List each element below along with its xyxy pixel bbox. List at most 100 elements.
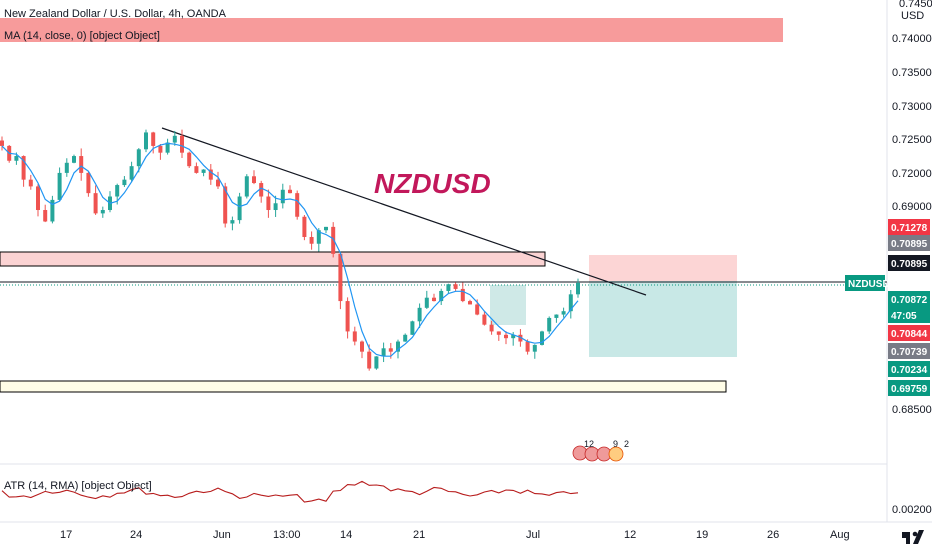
date-tick: 24 [130,529,142,541]
candle-up [417,307,422,322]
candle-up [576,282,580,295]
price-tag-bg [888,343,930,359]
candle-down [475,304,480,315]
price-tag-label: 0.70872 [891,295,928,306]
candle-down [180,135,184,153]
candle-down [525,341,530,352]
candle-up [50,199,55,222]
price-tag-bg [888,291,930,307]
event-count: 2 [624,439,629,449]
date-tick: 26 [767,529,779,541]
resistance-zone[interactable] [0,251,546,267]
candle-down [36,186,40,211]
candle-up [374,356,379,369]
candle-up [446,284,451,291]
candle-down [482,314,487,325]
candle-down [504,334,508,339]
candle-down [432,297,436,302]
event-count: 9 [613,439,618,449]
candle-up [381,348,386,357]
candle-up [324,226,328,231]
price-tags: 0.712780.708950.70895NZDUSD0.7087247:050… [845,219,930,396]
candle-down [518,334,523,342]
date-tick: 13:00 [273,529,301,541]
price-tag-bg [888,325,930,341]
candle-down [345,301,350,332]
price-tag-label: 0.70895 [891,259,928,270]
price-axis[interactable]: 0.74500 USD 0.74000 0.73500 0.73000 0.72… [892,0,932,516]
candle-up [403,334,408,342]
date-tick: 17 [60,529,72,541]
atr-indicator-label[interactable]: ATR (14, RMA) [object Object] [4,480,152,492]
time-axis[interactable]: 17 24 Jun 13:00 14 21 Jul 12 19 26 Aug [60,529,850,541]
small-position-zone [490,285,526,325]
tradingview-logo-icon[interactable] [900,524,926,546]
price-tag-bg [888,380,930,396]
chart-annotation: NZDUSD [374,168,491,199]
candle-down [93,193,98,214]
candle-up [72,156,76,163]
candle-up [64,162,69,173]
candle-up [201,169,206,173]
price-tick: 0.68500 [892,404,932,416]
ma-indicator-label[interactable]: MA (14, close, 0) [object Object] [4,30,160,42]
price-tag-label: 0.70844 [891,329,928,340]
candle-up [554,314,559,318]
candle-up [540,331,544,345]
price-tick: 0.69000 [892,201,932,213]
price-tag-label: 0.70895 [891,239,928,250]
candle-up [122,179,127,186]
chart-title: New Zealand Dollar / U.S. Dollar, 4h, OA… [4,8,226,20]
price-tick: 0.72500 [892,134,932,146]
currency-label: USD [901,10,924,22]
candle-down [388,348,393,352]
candle-up [561,311,566,315]
candle-up [439,290,444,302]
atr-line [1,480,579,503]
price-tag-label: 0.71278 [891,223,928,234]
candle-up [144,132,148,150]
candle-down [21,156,26,180]
candle-down [151,132,156,146]
trendline[interactable] [161,127,647,296]
candle-down [288,189,292,194]
candle-up [57,172,62,200]
candle-down [43,210,48,222]
candle-up [410,321,415,335]
stop-loss-zone[interactable] [589,255,737,281]
candle-down [453,284,458,289]
price-tick: 0.72000 [892,168,932,180]
candle-down [489,324,494,332]
candle-down [360,341,364,352]
flag-icon[interactable] [608,446,624,462]
candle-down [309,236,314,244]
candle-down [223,186,228,224]
candle-down [216,179,220,187]
date-tick: 12 [624,529,636,541]
price-tag-bg [888,235,930,251]
price-tag-bg [888,255,930,271]
candle-down [0,140,4,146]
take-profit-zone[interactable] [589,281,737,357]
candle-down [338,253,343,302]
date-tick: Jul [526,529,540,541]
top-highlight-zone [0,18,783,42]
event-icons[interactable]: 12 9 2 [572,439,629,462]
price-tick: 0.73000 [892,101,932,113]
price-tag-bg [888,219,930,235]
candle-up [165,142,170,153]
date-tick: 14 [340,529,352,541]
candle-up [230,220,235,224]
price-tag-label: NZDUSD [848,279,890,290]
candle-down [266,196,271,211]
candle-up [511,334,516,339]
candle-down [302,216,307,237]
candle-down [158,145,163,153]
support-zone[interactable] [0,380,727,393]
candle-down [352,331,357,342]
candle-up [115,185,120,197]
candle-down [28,179,33,187]
candle-up [532,344,537,352]
candle-down [208,169,213,180]
